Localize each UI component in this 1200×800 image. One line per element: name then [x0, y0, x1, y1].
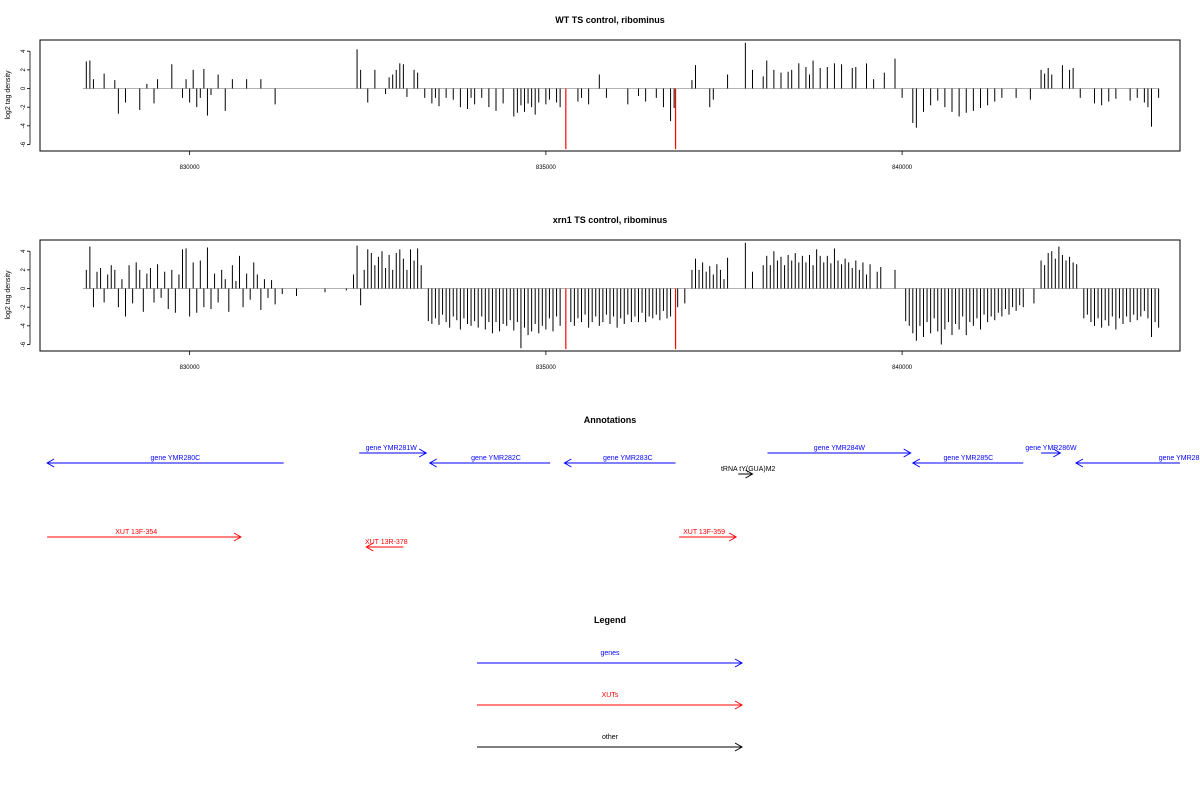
feature-label: gene YMR285C: [944, 455, 994, 462]
y-tick-label: -4: [21, 322, 27, 328]
feature-arrowhead: [428, 458, 437, 468]
annotation-feature: XUT 13F-354: [47, 529, 242, 542]
legend-label: genes: [600, 650, 620, 657]
feature-arrowhead: [1074, 458, 1084, 468]
legend-item: genes: [477, 650, 744, 668]
annotation-feature: XUT 13R-378: [365, 539, 408, 552]
annotation-feature: gene YMR286W: [1025, 445, 1077, 458]
feature-arrowhead: [1053, 448, 1062, 458]
feature-arrowhead: [563, 458, 572, 468]
feature-label: gene YMR284W: [814, 445, 866, 452]
legend: Legend genes XUTs other: [477, 615, 744, 752]
y-axis-label: log2 tag density: [5, 270, 12, 320]
feature-label: XUT 13R-378: [365, 539, 408, 546]
y-tick-label: 0: [21, 286, 27, 290]
panel-title: xrn1 TS control, ribominus: [553, 215, 668, 225]
feature-label: gene YMR287C: [1159, 455, 1200, 462]
y-tick-label: -4: [21, 122, 27, 128]
x-tick-label: 840000: [892, 365, 913, 371]
x-tick-label: 830000: [180, 365, 201, 371]
annotation-feature: gene YMR282C: [428, 455, 551, 468]
y-tick-label: 0: [21, 86, 27, 90]
y-axis-label: log2 tag density: [5, 70, 12, 120]
feature-label: tRNA tY(GUA)M2: [721, 466, 776, 473]
y-tick-label: 2: [21, 68, 27, 72]
annotation-feature: gene YMR284W: [767, 445, 912, 458]
legend-arrowhead: [734, 658, 744, 668]
y-tick-label: -2: [21, 104, 27, 110]
annotation-feature: gene YMR280C: [46, 455, 284, 468]
legend-label: XUTs: [602, 692, 619, 699]
x-tick-label: 840000: [892, 165, 913, 171]
feature-arrowhead: [46, 458, 55, 468]
x-tick-label: 835000: [536, 365, 557, 371]
legend-arrowhead: [734, 700, 744, 710]
signal-bars: [82, 42, 1160, 150]
feature-arrowhead: [365, 542, 374, 552]
y-tick-label: -6: [21, 341, 27, 347]
y-tick-label: -6: [21, 141, 27, 147]
xrn1-ts-control-panel: xrn1 TS control, ribominus log2 tag dens…: [5, 215, 1181, 371]
feature-label: gene YMR283C: [603, 455, 653, 462]
legend-arrowhead: [734, 742, 744, 752]
feature-label: XUT 13F-359: [683, 529, 725, 536]
annotation-feature: gene YMR283C: [563, 455, 676, 468]
feature-label: gene YMR286W: [1025, 445, 1077, 452]
axes: 4 2 0 -2 -4 -6 830000 835000 840000: [21, 249, 913, 371]
annotation-feature: gene YMR287C: [1074, 455, 1200, 468]
annotation-feature: gene YMR281W: [359, 445, 428, 458]
legend-item: XUTs: [477, 692, 744, 710]
x-tick-label: 830000: [180, 165, 201, 171]
feature-label: XUT 13F-354: [115, 529, 157, 536]
feature-arrowhead: [233, 532, 242, 542]
feature-arrowhead: [418, 448, 428, 458]
legend-items: genes XUTs other: [477, 650, 744, 752]
panel-title: WT TS control, ribominus: [555, 15, 665, 25]
y-tick-label: 4: [21, 249, 27, 253]
annotation-features: gene YMR280C gene YMR281W gene YMR282C gene…: [46, 445, 1200, 552]
signal-bars: [82, 242, 1160, 350]
feature-arrowhead: [911, 458, 921, 468]
axes: 4 2 0 -2 -4 -6 830000 835000 840000: [21, 49, 913, 171]
feature-label: gene YMR280C: [151, 455, 201, 462]
wt-ts-control-panel: WT TS control, ribominus log2 tag densit…: [5, 15, 1181, 171]
feature-arrowhead: [903, 448, 912, 458]
annotations-title: Annotations: [584, 415, 637, 425]
x-tick-label: 835000: [536, 165, 557, 171]
annotation-feature: XUT 13F-359: [679, 529, 738, 542]
plot-frame: [39, 239, 1181, 352]
feature-arrowhead: [745, 469, 754, 479]
annotation-feature: tRNA tY(GUA)M2: [721, 466, 776, 479]
y-tick-label: -2: [21, 304, 27, 310]
legend-item: other: [477, 734, 744, 752]
feature-label: gene YMR282C: [471, 455, 521, 462]
legend-title: Legend: [594, 615, 626, 625]
legend-label: other: [602, 734, 619, 741]
y-tick-label: 2: [21, 268, 27, 272]
feature-label: gene YMR281W: [366, 445, 418, 452]
annotation-feature: gene YMR285C: [911, 455, 1024, 468]
plot-frame: [39, 39, 1181, 152]
feature-arrowhead: [728, 532, 738, 542]
y-tick-label: 4: [21, 49, 27, 53]
